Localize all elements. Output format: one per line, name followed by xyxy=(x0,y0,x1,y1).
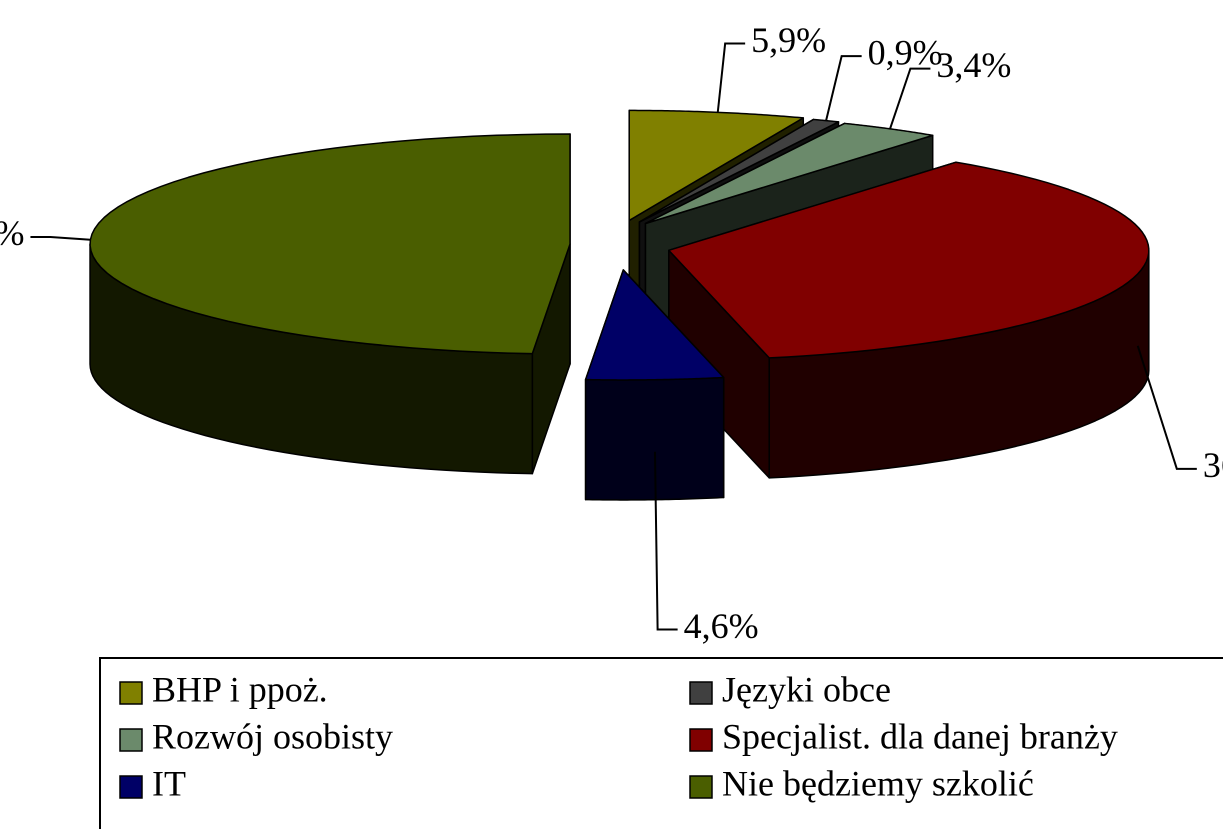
data-label: 36,4% xyxy=(1203,445,1223,485)
legend-swatch xyxy=(689,681,713,705)
slice-top xyxy=(668,161,1150,359)
leader-line xyxy=(825,55,862,121)
legend-label: Specjalist. dla danej branży xyxy=(722,716,1118,756)
slice-top xyxy=(644,122,934,225)
leader-line xyxy=(1136,345,1197,470)
slice xyxy=(668,161,1150,479)
data-label: 5,9% xyxy=(751,20,826,60)
slice-top xyxy=(584,269,725,381)
legend-label: Nie będziemy szkolić xyxy=(722,763,1034,803)
leader-line xyxy=(889,67,931,130)
legend-swatch xyxy=(119,681,143,705)
data-label: 3,4% xyxy=(936,45,1011,85)
legend-swatch xyxy=(689,728,713,752)
slice xyxy=(584,269,725,501)
legend-box xyxy=(99,657,1223,829)
slice xyxy=(89,133,571,475)
legend-label: Języki obce xyxy=(722,669,891,709)
leader-line xyxy=(653,451,678,631)
leader-line xyxy=(716,42,746,113)
data-label: 4,6% xyxy=(684,606,759,646)
legend-label: IT xyxy=(152,763,186,803)
legend-label: Rozwój osobisty xyxy=(152,716,393,756)
legend-swatch xyxy=(119,775,143,799)
legend-label: BHP i ppoż. xyxy=(152,669,328,709)
legend-swatch xyxy=(119,728,143,752)
legend-swatch xyxy=(689,775,713,799)
leader-line xyxy=(30,235,91,241)
data-label: 0,9% xyxy=(868,32,943,72)
data-label: 48,7% xyxy=(0,213,24,253)
